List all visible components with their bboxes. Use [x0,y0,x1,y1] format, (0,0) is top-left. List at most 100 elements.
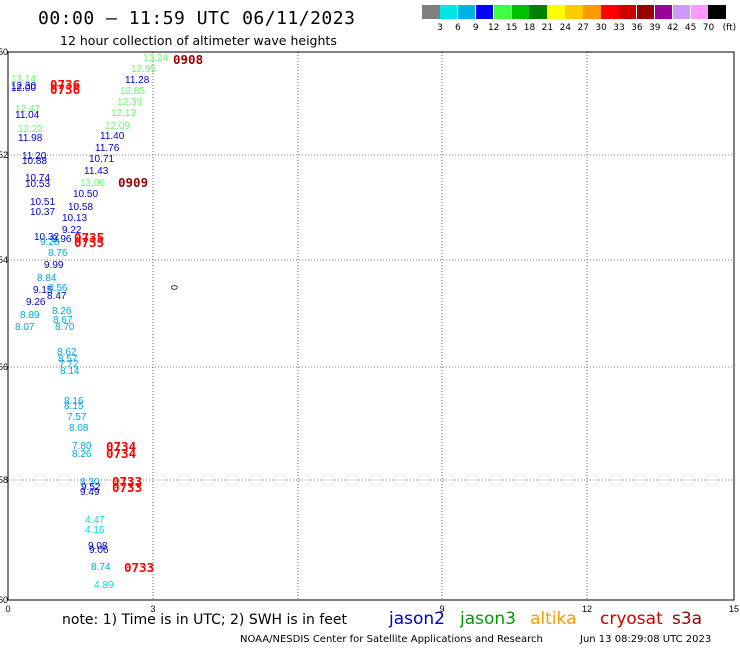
wave-height-reading: 11.04 [15,110,40,121]
generated-timestamp: Jun 13 08:29:08 UTC 2023 [580,634,712,645]
wave-height-reading: 11.20 [22,151,47,162]
legend-label: 45 [684,23,697,33]
wave-height-reading: 9.15 [33,285,53,296]
wave-height-reading: 10.58 [68,202,93,213]
wave-height-reading: 9.99 [44,260,64,271]
wave-height-reading: 9.22 [62,225,82,236]
wave-height-reading: 12.85 [120,86,145,97]
wave-height-reading: 8.47 [47,291,67,302]
wave-height-reading: 11.40 [100,131,125,142]
wave-height-reading: 4.47 [85,515,105,526]
pass-time-label: 0734 [106,446,136,461]
x-tick-label: 12 [582,604,592,614]
wave-height-reading: 12.30 [11,81,36,92]
axis-ticks: 0 3 9 12 15 -50 -52 -54 -56 -58 -60 [0,47,739,614]
stray-label: 0 [169,285,179,290]
legend-label: 9 [472,23,479,33]
satellite-name: jason2 [389,609,445,629]
wave-height-reading: 8.74 [91,562,111,573]
wave-height-reading: 7.57 [67,412,87,423]
wave-height-reading: 8.26 [52,306,72,317]
wave-height-reading: 10.13 [62,213,87,224]
satellite-name: jason3 [460,609,516,629]
wave-height-reading: 13.24 [143,53,168,64]
wave-height-reading: 13.14 [11,74,36,85]
wave-height-reading: 12.39 [117,97,142,108]
wave-height-reading: 8.14 [60,366,80,377]
wave-height-reading: 8.76 [48,248,68,259]
x-tick-label: 9 [439,604,444,614]
wave-height-reading: 9.96 [52,234,72,245]
wave-height-reading: 12.09 [105,121,130,132]
legend-label: 18 [523,23,536,33]
legend-label: 3 [437,23,443,33]
pass-time-label: 0908 [173,52,203,67]
wave-height-reading: 8.15 [64,401,84,412]
legend-swatch [565,5,583,19]
legend-swatch [672,5,691,19]
legend-swatch [583,5,601,19]
wave-height-reading: 7.72 [59,359,79,370]
legend-label: 12 [487,23,500,33]
wave-height-reading: 8.07 [15,322,35,333]
pass-time-label: 0735 [74,235,104,250]
plot-frame [7,51,735,601]
wave-height-reading: 8.84 [37,273,57,284]
satellite-name: s3a [672,609,703,629]
legend-label: 6 [455,23,461,33]
grid-lines [8,52,734,600]
credit-line: NOAA/NESDIS Center for Satellite Applica… [240,634,543,645]
wave-height-reading: 11.98 [18,133,43,144]
pass-times: 0908073607360909073507350734073407330733… [50,52,203,575]
wave-height-reading: 11.43 [84,166,109,177]
legend-label: 27 [577,23,589,33]
wave-height-reading: 10.51 [30,197,55,208]
wave-height-reading: 12.47 [15,104,40,115]
wave-height-reading: 8.26 [72,449,92,460]
wave-height-reading: 8.16 [64,396,84,407]
wave-height-reading: 12.13 [111,108,136,119]
wave-height-reading: 10.74 [25,173,50,184]
wave-height-reading: 11.28 [125,75,150,86]
wave-height-reading: 8.70 [55,322,75,333]
y-tick-label: -58 [0,475,8,485]
wave-height-reading: 10.32 [34,232,59,243]
legend-swatch [654,5,673,19]
legend-label: 15 [505,23,518,33]
x-tick-label: 0 [5,604,10,614]
wave-height-reading: 12.95 [131,64,156,75]
wave-height-reading: 9.26 [26,297,46,308]
legend-label: 24 [559,23,572,33]
wave-height-reading: 4.89 [94,580,114,591]
pass-time-label: 0733 [112,474,142,489]
x-tick-label: 15 [729,604,739,614]
wave-height-reading: 8.89 [20,310,40,321]
wave-height-reading: 10.53 [25,179,50,190]
pass-time-label: 0735 [74,230,104,245]
pass-time-label: 0733 [124,560,154,575]
x-tick-label: 3 [150,604,155,614]
legend-unit: (ft) [722,23,737,33]
legend-label: 36 [631,23,643,33]
legend-swatch [511,5,529,19]
legend-swatch [618,5,637,19]
wave-height-reading: 11.76 [95,143,120,154]
pass-time-label: 0733 [112,480,142,495]
legend-swatch [601,5,619,19]
y-tick-label: -52 [0,150,8,160]
wave-height-reading: 9.28 [40,237,60,248]
legend-swatch [422,5,440,19]
wave-height-reading: 12.22 [18,124,43,135]
legend-label: 70 [702,23,715,33]
legend-swatch [708,5,726,19]
legend-label: 33 [613,23,625,33]
legend-swatch [439,5,458,19]
legend-swatch [475,5,494,19]
wave-height-reading: 10.88 [22,156,47,167]
wave-height-reading: 8.30 [80,477,100,488]
y-tick-label: -50 [0,47,8,57]
footer-note: note: 1) Time is in UTC; 2) SWH is in fe… [62,612,348,628]
legend-label: 42 [666,23,679,33]
legend-swatch [457,5,476,19]
